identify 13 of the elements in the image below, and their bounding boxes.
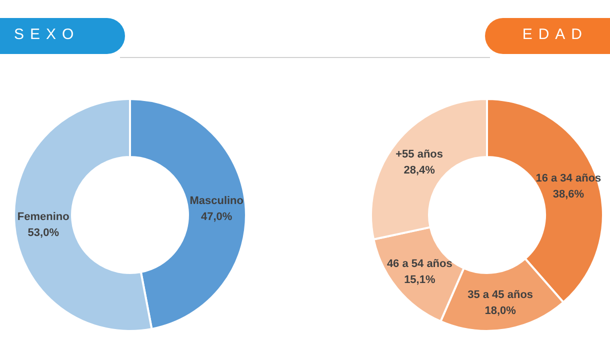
data-label: 47,0%: [201, 210, 232, 223]
data-label: 38,6%: [552, 188, 584, 200]
slice-label: +55 años: [396, 148, 444, 160]
slice-label: 46 a 54 años: [386, 258, 452, 270]
slice-label: Masculino: [190, 194, 244, 207]
chart-title: SEXO: [14, 26, 80, 43]
data-label: 28,4%: [404, 164, 436, 176]
slice-label: 35 a 45 años: [468, 288, 534, 301]
data-label: 53,0%: [28, 227, 60, 240]
data-label: 18,0%: [484, 304, 516, 317]
chart-title: EDAD: [522, 26, 588, 43]
slice-label: Femenino: [17, 211, 70, 224]
data-label: 15,1%: [404, 274, 436, 286]
